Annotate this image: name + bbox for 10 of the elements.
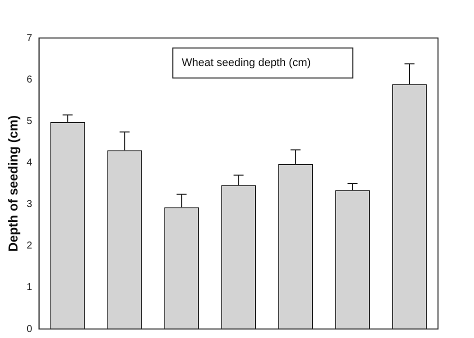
- y-tick-label: 3: [26, 199, 33, 210]
- y-tick-label: 5: [26, 116, 33, 127]
- y-tick-label: 7: [26, 32, 33, 44]
- y-tick-label: 1: [26, 282, 33, 294]
- y-tick-label: 0: [26, 324, 33, 335]
- y-tick-label: 4: [26, 157, 33, 168]
- text: Wheat seeding depth (cm): [182, 57, 311, 70]
- y-tick-label: 6: [26, 74, 33, 86]
- y-axis-title: Depth of seeding (cm): [5, 115, 20, 252]
- y-tick-label: 2: [26, 240, 33, 252]
